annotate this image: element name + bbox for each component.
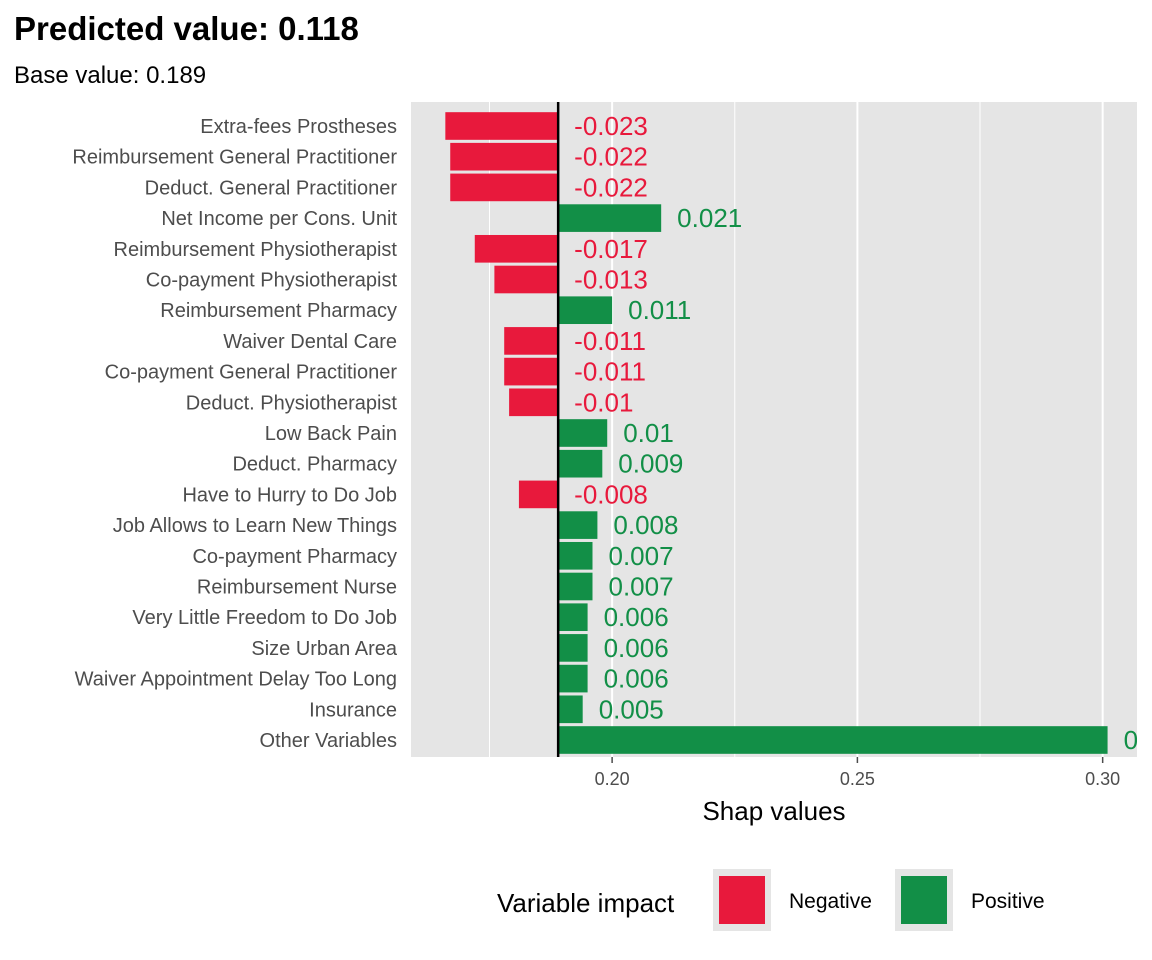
value-label: -0.013 [574, 265, 648, 295]
legend-label-positive: Positive [971, 890, 1045, 913]
legend: Variable impact Negative Positive [497, 869, 1045, 931]
bar [558, 634, 588, 662]
bar [504, 357, 559, 386]
y-tick-label: Deduct. Physiotherapist [186, 392, 398, 414]
plot-panel [411, 102, 1137, 757]
y-tick-label: Deduct. General Practitioner [145, 177, 398, 199]
value-label: -0.022 [574, 142, 648, 172]
y-tick-label: Reimbursement Pharmacy [160, 300, 397, 322]
bar [450, 142, 559, 171]
value-label: 0.009 [618, 449, 683, 479]
value-label: 0.006 [604, 602, 669, 632]
bar [558, 449, 603, 478]
value-label: -0.01 [574, 387, 633, 417]
value-label: 0.008 [613, 510, 678, 540]
value-label: 0.021 [677, 203, 742, 233]
legend-title: Variable impact [497, 888, 675, 918]
value-label: -0.022 [574, 172, 648, 202]
y-tick-label: Co-payment General Practitioner [105, 362, 398, 384]
value-label: 0.007 [609, 572, 674, 602]
value-label: -0.011 [574, 357, 646, 387]
x-tick-label: 0.25 [840, 769, 875, 789]
y-tick-label: Extra-fees Prostheses [200, 116, 397, 138]
legend-label-negative: Negative [789, 890, 872, 913]
y-tick-label: Waiver Appointment Delay Too Long [75, 669, 397, 691]
bar [558, 572, 593, 601]
bar [509, 388, 559, 417]
value-label: 0.006 [604, 664, 669, 694]
y-tick-label: Waiver Dental Care [223, 331, 397, 353]
value-label: -0.011 [574, 326, 646, 356]
bar [558, 603, 588, 632]
bar [558, 419, 608, 447]
value-label: -0.023 [574, 111, 648, 141]
bar [558, 695, 583, 724]
bar [558, 204, 662, 232]
bar [558, 726, 1108, 754]
y-tick-label: Very Little Freedom to Do Job [132, 607, 397, 629]
bar [558, 541, 593, 570]
bar [450, 173, 559, 202]
bar [494, 265, 559, 294]
value-label: 0.005 [599, 694, 664, 724]
y-tick-label: Reimbursement Nurse [197, 577, 397, 599]
y-tick-label: Low Back Pain [265, 423, 397, 445]
x-tick-label: 0.20 [595, 769, 630, 789]
x-tick-label: 0.30 [1085, 769, 1120, 789]
value-label: 0.01 [623, 418, 674, 448]
bar [558, 511, 598, 539]
y-tick-label: Reimbursement General Practitioner [72, 147, 397, 169]
bar [474, 234, 559, 263]
negative-swatch [719, 876, 765, 924]
y-tick-label: Other Variables [260, 730, 397, 752]
bar [558, 296, 613, 325]
value-label: -0.008 [574, 479, 648, 509]
y-tick-label: Co-payment Physiotherapist [146, 270, 398, 292]
chart-title: Predicted value: 0.118 [14, 10, 359, 47]
bar [518, 480, 559, 509]
y-tick-label: Insurance [309, 699, 397, 721]
y-tick-label: Have to Hurry to Do Job [182, 484, 397, 506]
y-tick-label: Job Allows to Learn New Things [113, 515, 397, 537]
bar [504, 327, 559, 355]
bar [558, 664, 588, 693]
value-label: 0.011 [628, 295, 691, 325]
y-tick-label: Reimbursement Physiotherapist [114, 239, 398, 261]
y-tick-label: Co-payment Pharmacy [192, 546, 397, 568]
value-label: 0.007 [609, 541, 674, 571]
bar [445, 112, 559, 140]
x-axis-title: Shap values [702, 796, 845, 826]
value-label: 0 [1124, 725, 1138, 755]
y-tick-label: Net Income per Cons. Unit [161, 208, 397, 230]
chart-subtitle: Base value: 0.189 [14, 62, 207, 89]
y-tick-label: Size Urban Area [251, 638, 398, 660]
positive-swatch [901, 876, 947, 924]
value-label: -0.017 [574, 234, 648, 264]
y-tick-label: Deduct. Pharmacy [232, 454, 397, 476]
value-label: 0.006 [604, 633, 669, 663]
